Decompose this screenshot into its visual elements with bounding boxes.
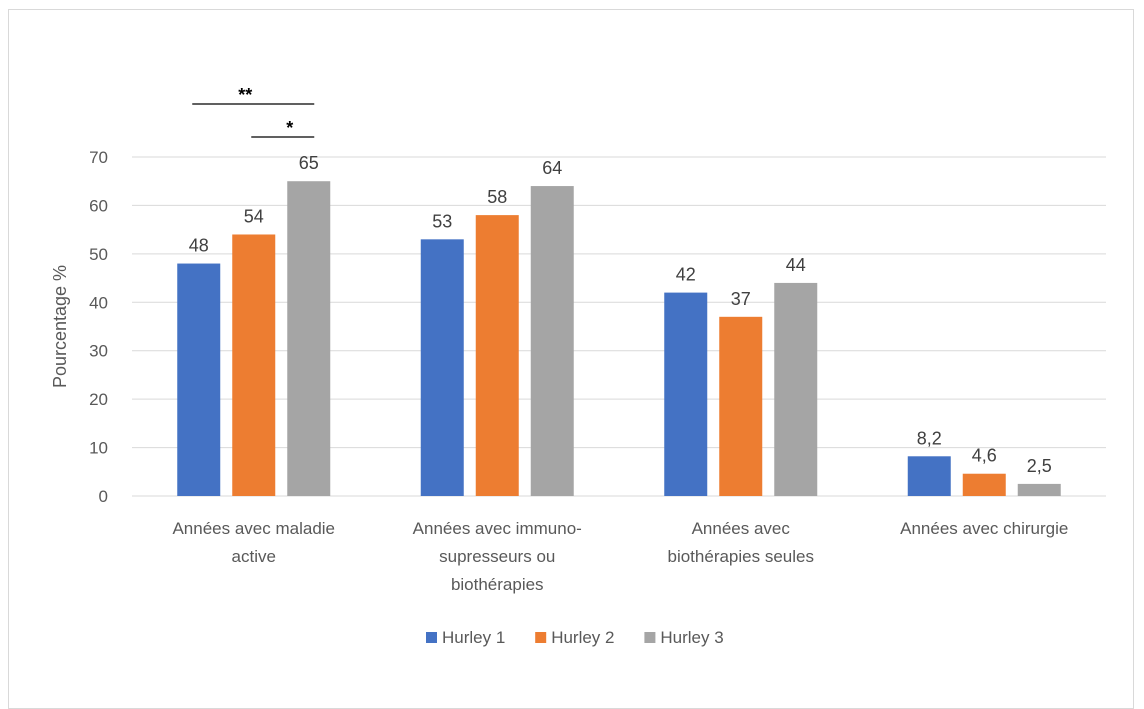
y-tick-label: 30 [89, 342, 108, 361]
legend-swatch [426, 632, 437, 643]
legend-swatch [535, 632, 547, 643]
bar [1017, 483, 1061, 496]
data-label: 48 [189, 236, 209, 256]
legend-label: Hurley 3 [660, 628, 723, 647]
data-label: 64 [542, 158, 562, 178]
y-tick-label: 20 [89, 390, 108, 409]
bar [420, 239, 464, 497]
y-tick-label: 60 [89, 196, 108, 215]
data-label: 65 [299, 153, 319, 173]
data-label: 54 [244, 206, 264, 226]
data-label: 44 [786, 255, 806, 275]
y-tick-label: 50 [89, 245, 108, 264]
x-tick-label: supresseurs ou [439, 547, 555, 566]
data-label: 37 [731, 289, 751, 309]
legend-swatch [644, 632, 656, 643]
y-tick-label: 0 [99, 487, 108, 506]
legend-label: Hurley 2 [551, 628, 614, 647]
data-label: 8,2 [917, 428, 942, 448]
y-tick-label: 70 [89, 148, 108, 167]
data-label: 58 [487, 187, 507, 207]
data-label: 4,6 [972, 446, 997, 466]
y-tick-label: 10 [89, 439, 108, 458]
y-axis-title: Pourcentage % [50, 265, 70, 388]
data-label: 2,5 [1027, 456, 1052, 476]
legend-label: Hurley 1 [442, 628, 505, 647]
x-tick-label: Années avec chirurgie [900, 519, 1068, 538]
bar [774, 282, 818, 496]
bar [719, 316, 763, 496]
bar [530, 186, 574, 497]
y-tick-label: 40 [89, 293, 108, 312]
bar [664, 292, 708, 496]
bar [962, 473, 1006, 496]
bar [287, 181, 331, 496]
significance-marker: * [286, 118, 293, 138]
significance-marker: ** [238, 85, 252, 105]
x-tick-label: active [232, 547, 276, 566]
bar [475, 215, 519, 496]
x-tick-label: Années avec maladie [172, 519, 335, 538]
bar [907, 456, 951, 496]
bar [177, 263, 221, 496]
bar-chart: 0 10 20 30 40 50 60 70 Pourcentage % 48 53 42 8,2 54 5… [50, 85, 1106, 647]
data-label: 42 [676, 265, 696, 285]
bar [232, 234, 276, 496]
data-label: 53 [432, 211, 452, 231]
x-tick-label: biothérapies seules [668, 547, 814, 566]
x-tick-label: Années avec immuno- [413, 519, 582, 538]
x-tick-label: Années avec [692, 519, 791, 538]
x-tick-label: biothérapies [451, 575, 544, 594]
